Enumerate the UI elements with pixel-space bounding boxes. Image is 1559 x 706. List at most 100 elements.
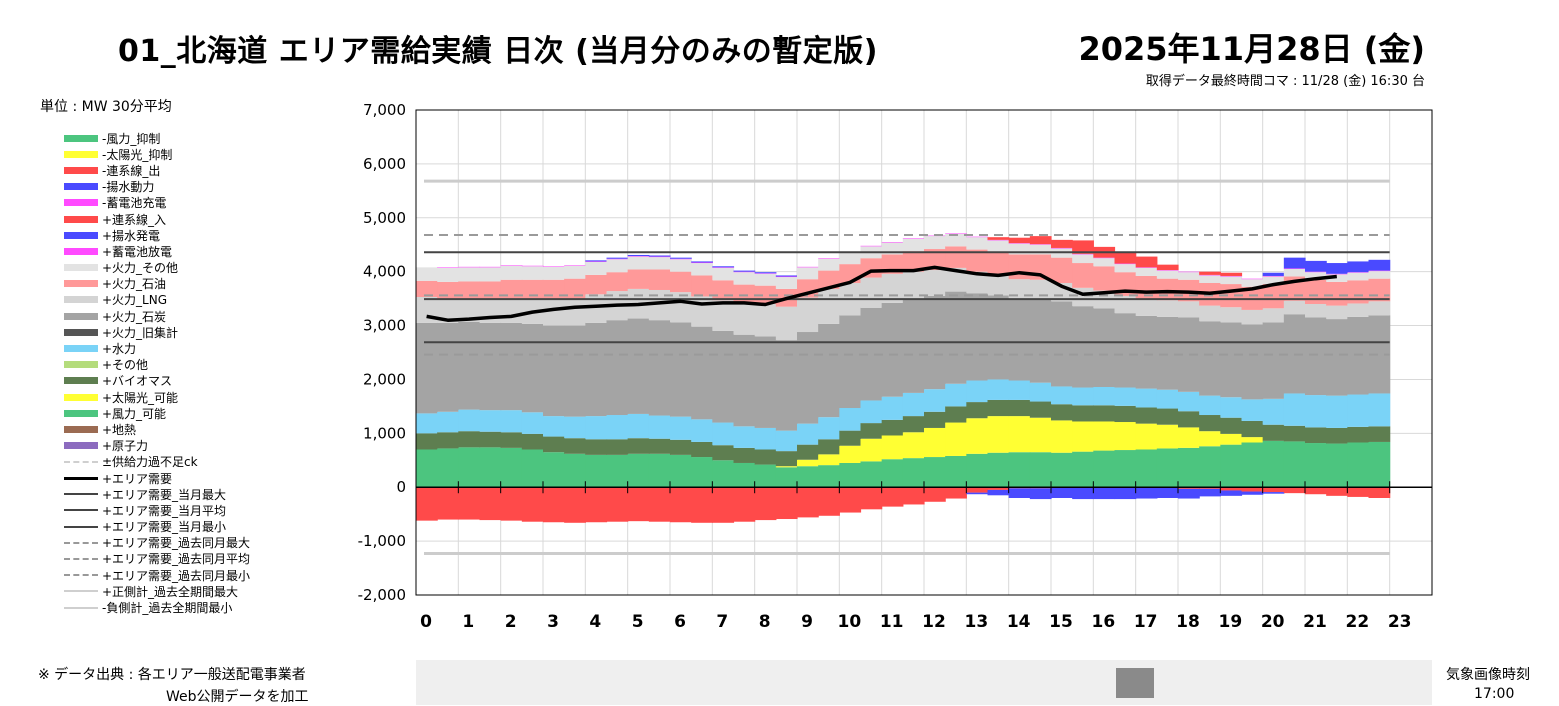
bar-segment bbox=[754, 464, 777, 488]
legend-swatch bbox=[64, 341, 98, 357]
bar-segment bbox=[479, 322, 502, 411]
bar-segment bbox=[1008, 243, 1031, 255]
bar-segment bbox=[1368, 301, 1391, 316]
bar-segment bbox=[648, 438, 671, 454]
bar-segment bbox=[987, 452, 1010, 488]
bar-segment bbox=[1199, 305, 1221, 322]
bar-segment bbox=[1156, 487, 1179, 498]
bar-segment bbox=[1156, 408, 1179, 425]
legend-item: -揚水動力 bbox=[64, 179, 324, 195]
x-tick-label: 6 bbox=[674, 612, 686, 632]
bar-segment bbox=[966, 271, 989, 294]
y-tick-label: 7,000 bbox=[363, 101, 406, 119]
legend-swatch bbox=[64, 227, 98, 243]
bar-segment bbox=[733, 272, 756, 285]
bar-segment bbox=[648, 487, 671, 522]
bar-segment bbox=[1220, 444, 1243, 488]
bar-segment bbox=[1199, 487, 1221, 489]
bar-segment bbox=[1305, 271, 1327, 273]
bar-segment bbox=[775, 277, 798, 289]
bar-segment bbox=[1199, 271, 1221, 275]
bar-segment bbox=[1347, 272, 1370, 273]
bar-segment bbox=[1262, 322, 1285, 399]
bar-segment bbox=[521, 265, 544, 267]
bar-segment bbox=[1178, 411, 1200, 428]
bar-segment bbox=[1051, 247, 1073, 249]
legend-label: +揚水発電 bbox=[102, 228, 161, 243]
y-tick-label: 5,000 bbox=[363, 209, 406, 227]
bar-segment bbox=[966, 492, 989, 495]
bar-segment bbox=[543, 266, 565, 267]
bar-segment bbox=[606, 258, 629, 260]
bar-segment bbox=[797, 444, 819, 460]
bar-segment bbox=[1072, 487, 1094, 500]
bar-segment bbox=[1029, 244, 1052, 255]
bar-segment bbox=[924, 487, 946, 502]
legend-label: +エリア需要_当月最小 bbox=[102, 520, 227, 535]
x-tick-label: 1 bbox=[462, 612, 474, 632]
bar-segment bbox=[670, 454, 692, 488]
bar-segment bbox=[712, 280, 735, 301]
bar-segment bbox=[1262, 276, 1285, 285]
legend-swatch bbox=[64, 519, 98, 535]
bar-segment bbox=[1093, 386, 1116, 406]
bar-segment bbox=[1156, 389, 1179, 409]
bar-segment bbox=[902, 299, 925, 393]
x-tick-label: 12 bbox=[922, 612, 946, 632]
bar-segment bbox=[754, 273, 777, 286]
legend-item: -蓄電池充電 bbox=[64, 195, 324, 211]
legend-item: +エリア需要 bbox=[64, 470, 324, 486]
bar-segment bbox=[500, 410, 523, 433]
bar-segment bbox=[902, 432, 925, 459]
bar-segment bbox=[1368, 487, 1391, 498]
bar-segment bbox=[712, 300, 735, 331]
bar-segment bbox=[648, 255, 671, 257]
bar-segment bbox=[564, 265, 586, 279]
time-slider-thumb[interactable] bbox=[1116, 668, 1154, 698]
bar-segment bbox=[797, 266, 819, 268]
bar-segment bbox=[1114, 422, 1137, 451]
chart-title: 01_北海道 エリア需給実績 日次 (当月分のみの暫定版) bbox=[118, 34, 879, 69]
legend-label: +水力 bbox=[102, 342, 137, 357]
legend-item: -太陽光_抑制 bbox=[64, 146, 324, 162]
bar-segment bbox=[902, 458, 925, 488]
bar-segment bbox=[818, 288, 840, 324]
bar-segment bbox=[1262, 275, 1285, 277]
bar-segment bbox=[606, 487, 629, 522]
bar-segment bbox=[797, 459, 819, 467]
bar-segment bbox=[966, 453, 989, 488]
x-tick-label: 13 bbox=[964, 612, 988, 632]
bar-segment bbox=[1029, 417, 1052, 453]
bar-segment bbox=[1093, 405, 1116, 422]
bar-segment bbox=[1008, 298, 1031, 381]
bar-segment bbox=[860, 487, 883, 510]
bar-segment bbox=[1008, 243, 1031, 244]
bar-segment bbox=[691, 296, 713, 327]
bar-segment bbox=[775, 467, 798, 488]
bar-segment bbox=[1326, 274, 1348, 282]
bar-segment bbox=[437, 322, 459, 412]
bar-segment bbox=[924, 427, 946, 458]
bar-segment bbox=[818, 465, 840, 488]
bar-segment bbox=[1220, 417, 1243, 434]
bar-segment bbox=[945, 406, 967, 423]
time-slider[interactable] bbox=[416, 660, 1432, 705]
bar-segment bbox=[1093, 257, 1116, 259]
bar-segment bbox=[987, 295, 1010, 380]
x-tick-label: 2 bbox=[505, 612, 517, 632]
bar-segment bbox=[606, 259, 629, 273]
bar-segment bbox=[797, 487, 819, 518]
bar-segment bbox=[1199, 446, 1221, 488]
bar-segment bbox=[1178, 447, 1200, 488]
bar-segment bbox=[479, 431, 502, 448]
bar-segment bbox=[966, 418, 989, 454]
bar-segment bbox=[500, 322, 523, 411]
bar-segment bbox=[627, 256, 650, 257]
bar-segment bbox=[691, 419, 713, 442]
bar-segment bbox=[606, 439, 629, 455]
legend-item: +揚水発電 bbox=[64, 227, 324, 243]
bar-segment bbox=[1220, 322, 1243, 398]
bar-segment bbox=[754, 487, 777, 521]
bar-segment bbox=[543, 452, 565, 488]
bar-segment bbox=[606, 415, 629, 440]
